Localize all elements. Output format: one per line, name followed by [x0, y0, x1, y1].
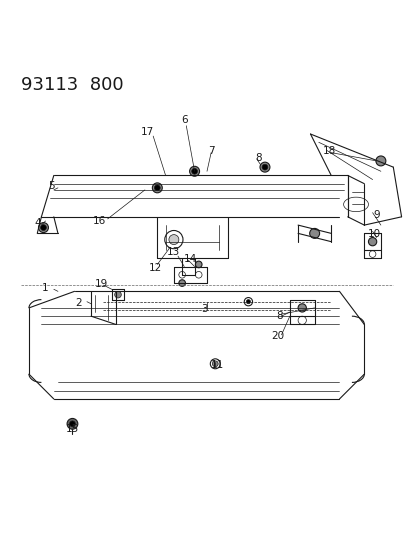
- Text: 18: 18: [322, 146, 335, 156]
- Text: 3: 3: [201, 304, 208, 314]
- Text: 6: 6: [180, 115, 187, 125]
- Text: 8: 8: [275, 311, 282, 321]
- Text: 15: 15: [66, 424, 79, 434]
- Text: 2: 2: [75, 297, 82, 308]
- Circle shape: [309, 229, 319, 238]
- Circle shape: [375, 156, 385, 166]
- Text: 8: 8: [255, 153, 261, 163]
- Text: 9: 9: [373, 210, 379, 220]
- Text: 17: 17: [140, 127, 153, 137]
- Text: 10: 10: [367, 229, 380, 239]
- Text: 12: 12: [148, 263, 161, 273]
- Text: 1: 1: [42, 284, 49, 294]
- Circle shape: [169, 235, 178, 245]
- Circle shape: [212, 361, 218, 367]
- Circle shape: [259, 162, 269, 172]
- Circle shape: [246, 300, 250, 304]
- Text: 93113  800: 93113 800: [21, 76, 123, 94]
- Circle shape: [195, 261, 202, 268]
- Text: 16: 16: [93, 216, 106, 226]
- Text: 20: 20: [271, 331, 284, 341]
- Circle shape: [154, 185, 160, 191]
- Text: 19: 19: [95, 279, 108, 289]
- Text: 5: 5: [48, 181, 55, 191]
- Text: 7: 7: [207, 147, 214, 156]
- Text: 14: 14: [183, 254, 197, 264]
- Circle shape: [261, 164, 267, 170]
- Text: 13: 13: [167, 247, 180, 257]
- Circle shape: [114, 292, 121, 298]
- Circle shape: [152, 183, 162, 193]
- Circle shape: [368, 238, 376, 246]
- Text: 4: 4: [34, 218, 40, 228]
- Text: 11: 11: [210, 360, 223, 369]
- Circle shape: [189, 166, 199, 176]
- Circle shape: [67, 418, 78, 429]
- Circle shape: [297, 304, 306, 312]
- Circle shape: [40, 225, 46, 230]
- Circle shape: [69, 421, 75, 427]
- Circle shape: [38, 223, 48, 232]
- Circle shape: [178, 280, 185, 286]
- Circle shape: [191, 168, 197, 174]
